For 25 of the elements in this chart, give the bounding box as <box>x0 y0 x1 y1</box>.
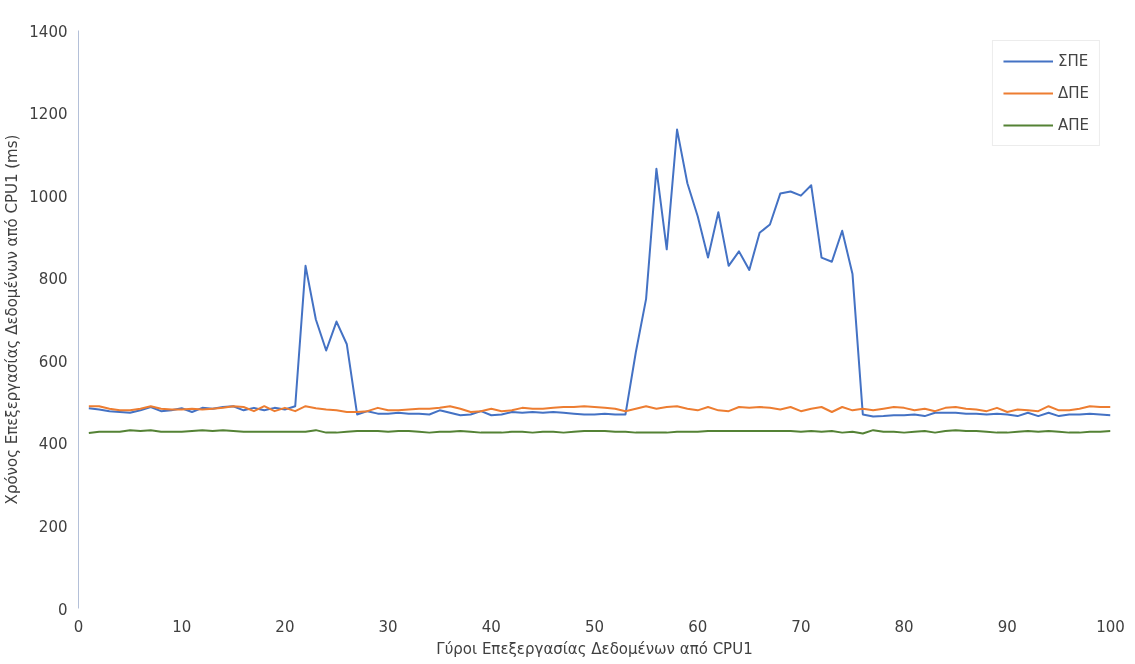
x-axis-title: Γύροι Επεξεργασίας Δεδομένων από CPU1 <box>436 639 753 658</box>
x-tick-label: 100 <box>1096 617 1125 636</box>
x-tick-label: 90 <box>997 617 1017 636</box>
y-tick-label: 800 <box>38 270 68 289</box>
y-tick-label: 1200 <box>29 105 68 124</box>
y-tick-label: 600 <box>38 352 68 371</box>
x-tick-label: 70 <box>791 617 811 636</box>
y-tick-label: 1000 <box>29 187 68 206</box>
legend-label: ΔΠΕ <box>1057 84 1089 102</box>
line-series <box>87 128 1111 418</box>
x-tick-label: 50 <box>584 617 605 636</box>
y-tick-label: 0 <box>57 600 68 619</box>
x-tick-label: 10 <box>172 617 192 636</box>
y-axis-title: Χρόνος Επεξεργασίας Δεδομένων από CPU1 (ms) <box>3 134 22 505</box>
x-tick-label: 30 <box>378 617 398 636</box>
legend-label: ΑΠΕ <box>1057 116 1089 134</box>
y-tick-label: 1400 <box>29 22 68 41</box>
x-tick-label: 60 <box>688 617 708 636</box>
x-tick-label: 0 <box>73 617 84 636</box>
x-tick-label: 40 <box>481 617 501 636</box>
legend-label: ΣΠΕ <box>1057 52 1089 70</box>
x-tick-label: 20 <box>275 617 295 636</box>
y-tick-label: 200 <box>38 517 68 536</box>
y-tick-label: 400 <box>38 435 68 454</box>
x-tick-label: 80 <box>894 617 914 636</box>
